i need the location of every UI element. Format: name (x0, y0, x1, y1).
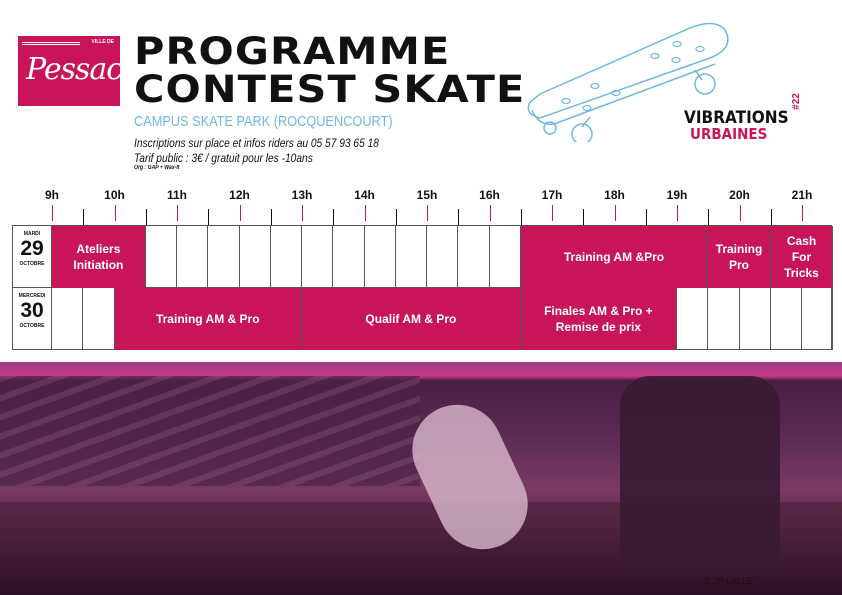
hour-tick (302, 205, 303, 221)
skateboard-illustration (527, 22, 729, 142)
empty-slot (208, 226, 240, 288)
empty-slot (490, 226, 521, 288)
empty-slot (677, 288, 709, 350)
event-block: Training Pro (708, 226, 771, 288)
hour-tick (364, 205, 366, 221)
hour-tick (177, 205, 178, 221)
day-name: MERCREDI (18, 293, 46, 299)
half-hour-tick (395, 209, 397, 225)
hour-tick (614, 205, 616, 221)
title-line1: PROGRAMME (134, 30, 451, 73)
empty-slot (396, 226, 427, 288)
schedule-table: MARDI 29 OCTOBRE Ateliers Initiation Trainin… (12, 225, 834, 350)
half-hour-tick (458, 209, 460, 225)
hour-label: 18h (604, 188, 625, 202)
empty-slot (302, 226, 334, 288)
hour-tick (114, 205, 116, 221)
half-hour-tick (645, 209, 647, 225)
venue: CAMPUS SKATE PARK (ROCQUENCOURT) (134, 113, 393, 130)
hour-tick (489, 205, 491, 221)
day-label: MERCREDI 30 OCTOBRE (13, 288, 52, 350)
hour-label: 19h (666, 188, 688, 202)
hour-label: 15h (416, 188, 438, 202)
hour-label: 16h (479, 188, 500, 202)
hour-label: 14h (354, 188, 375, 202)
logo-ville: VILLE DE (91, 39, 114, 45)
hour-tick (677, 205, 678, 221)
half-hour-tick (145, 209, 147, 225)
half-hour-tick (208, 209, 210, 225)
hour-tick (802, 205, 803, 221)
info-price: Tarif public : 3€ / gratuit pour les -10… (134, 151, 313, 165)
hour-label: 13h (291, 188, 313, 202)
half-hour-tick (770, 209, 772, 225)
event-block: Finales AM & Pro + Remise de prix (520, 288, 677, 350)
event-block: Training AM & Pro (114, 288, 302, 350)
row-divider (13, 287, 831, 288)
pessac-logo: VILLE DE Pessac (18, 36, 123, 106)
empty-slot (271, 226, 302, 288)
event-logo-line1: VIBRATIONS (684, 108, 789, 128)
empty-slot (83, 288, 115, 350)
empty-slot (771, 288, 802, 350)
event-block: Qualif AM & Pro (302, 288, 521, 350)
day-month: OCTOBRE (19, 261, 45, 267)
hour-tick (427, 205, 428, 221)
day-date: 29 (20, 237, 44, 260)
hour-tick (52, 205, 53, 221)
title-line2: CONTEST SKATE (134, 68, 526, 111)
half-hour-tick (270, 209, 272, 225)
empty-slot (52, 288, 84, 350)
logo-line (22, 42, 80, 45)
logo-name: Pessac (26, 52, 123, 87)
empty-slot (708, 288, 740, 350)
day-month: OCTOBRE (19, 323, 45, 329)
event-block: Training AM &Pro (520, 226, 709, 288)
hour-label: 10h (104, 188, 125, 202)
empty-slot (146, 226, 177, 288)
empty-slot (427, 226, 459, 288)
event-block: Cash For Tricks (770, 226, 834, 288)
half-hour-tick (83, 209, 85, 225)
day-name: MARDI (23, 231, 41, 237)
photo-credit: © JP LALLE (704, 576, 753, 586)
skatepark-photo (0, 362, 842, 595)
half-hour-tick (520, 209, 522, 225)
half-hour-tick (708, 209, 710, 225)
empty-slot (740, 288, 771, 350)
hour-label: 12h (229, 188, 250, 202)
day-label: MARDI 29 OCTOBRE (13, 226, 52, 288)
empty-slot (365, 226, 396, 288)
hour-label: 20h (729, 188, 750, 202)
day-date: 30 (20, 299, 44, 322)
hour-tick (552, 205, 553, 221)
hour-label: 9h (44, 188, 59, 202)
event-block: Ateliers Initiation (52, 226, 146, 288)
empty-slot (458, 226, 490, 288)
hour-tick (739, 205, 741, 221)
event-logo-line2: URBAINES (690, 125, 768, 143)
empty-slot (333, 226, 365, 288)
hour-label: 17h (541, 188, 563, 202)
half-hour-tick (333, 209, 335, 225)
event-number: #22 (790, 93, 802, 110)
half-hour-tick (583, 209, 585, 225)
info-registration: Inscriptions sur place et infos riders a… (134, 136, 379, 150)
hour-tick (239, 205, 241, 221)
hour-label: 21h (791, 188, 813, 202)
hour-label: 11h (166, 188, 187, 202)
empty-slot (802, 288, 834, 350)
empty-slot (177, 226, 209, 288)
empty-slot (240, 226, 271, 288)
info-org: Org : GAP + Wax-It (134, 165, 180, 171)
